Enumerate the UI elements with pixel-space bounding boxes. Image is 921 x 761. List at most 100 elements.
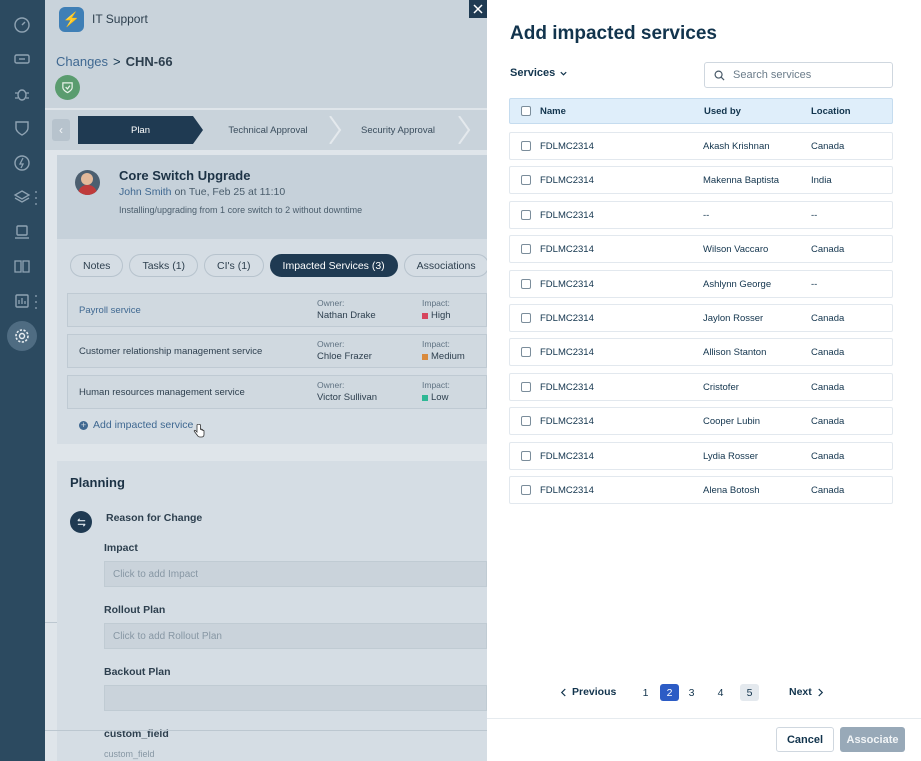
service-impact: Medium: [422, 351, 465, 362]
impact-field-label: Impact: [104, 542, 138, 554]
impact-value: High: [431, 310, 451, 321]
requester-link[interactable]: John Smith: [119, 186, 172, 198]
next-page-button[interactable]: Next: [789, 686, 824, 698]
cancel-button[interactable]: Cancel: [776, 727, 834, 752]
row-checkbox[interactable]: [521, 141, 531, 151]
search-input[interactable]: [733, 69, 883, 81]
column-location[interactable]: Location: [811, 106, 851, 117]
table-row[interactable]: FDLMC2314 Wilson Vaccaro Canada: [509, 235, 893, 263]
search-box: [704, 62, 893, 88]
reason-for-change-heading: Reason for Change: [106, 512, 203, 524]
used-by-cell: Alena Botosh: [703, 485, 760, 496]
tab-associations[interactable]: Associations: [403, 254, 487, 277]
column-name[interactable]: Name: [540, 106, 566, 117]
tickets-icon[interactable]: [12, 49, 32, 69]
rollout-plan-label: Rollout Plan: [104, 604, 166, 616]
layers-icon[interactable]: [12, 187, 32, 207]
tab-cis[interactable]: CI's (1): [204, 254, 264, 277]
close-icon: [473, 4, 483, 14]
table-row[interactable]: FDLMC2314 Allison Stanton Canada: [509, 338, 893, 366]
tab-tasks[interactable]: Tasks (1): [129, 254, 199, 277]
nav-active-indicator: [7, 321, 37, 351]
associate-button[interactable]: Associate: [840, 727, 905, 752]
table-row[interactable]: FDLMC2314 Lydia Rosser Canada: [509, 442, 893, 470]
reports-icon[interactable]: [12, 291, 32, 311]
settings-icon[interactable]: [12, 326, 32, 346]
used-by-cell: Akash Krishnan: [703, 141, 770, 152]
table-header: Name Used by Location: [509, 98, 893, 124]
table-row[interactable]: FDLMC2314 -- --: [509, 201, 893, 229]
location-cell: --: [811, 210, 818, 221]
row-checkbox[interactable]: [521, 451, 531, 461]
table-row[interactable]: FDLMC2314 Makenna Baptista India: [509, 166, 893, 194]
service-name[interactable]: Customer relationship management service: [79, 346, 263, 357]
service-name-link[interactable]: Payroll service: [79, 305, 141, 316]
stepper-prev-button[interactable]: ‹: [52, 119, 70, 141]
page-2-button[interactable]: 2: [660, 684, 679, 701]
row-checkbox[interactable]: [521, 244, 531, 254]
services-filter-label: Services: [510, 67, 556, 79]
assets-icon[interactable]: [12, 222, 32, 242]
table-row[interactable]: FDLMC2314 Ashlynn George --: [509, 270, 893, 298]
step-security-approval[interactable]: Security Approval: [333, 116, 463, 144]
dashboard-icon[interactable]: [12, 15, 32, 35]
next-label: Next: [789, 686, 812, 698]
rollout-plan-field[interactable]: Click to add Rollout Plan: [104, 623, 487, 649]
column-used-by[interactable]: Used by: [704, 106, 741, 117]
tab-notes[interactable]: Notes: [70, 254, 124, 277]
used-by-cell: Allison Stanton: [703, 347, 767, 358]
drawer-title: Add impacted services: [510, 23, 717, 44]
impact-label: Impact:: [422, 339, 450, 349]
table-row[interactable]: FDLMC2314 Alena Botosh Canada: [509, 476, 893, 504]
location-cell: --: [811, 279, 818, 290]
app-title: IT Support: [92, 12, 148, 26]
page-4-button[interactable]: 4: [717, 686, 724, 699]
location-cell: Canada: [811, 141, 845, 152]
custom-field-value[interactable]: custom_field: [104, 749, 155, 759]
add-impacted-service-link[interactable]: + Add impacted service: [79, 419, 193, 431]
row-checkbox[interactable]: [521, 313, 531, 323]
step-plan[interactable]: Plan: [78, 116, 203, 144]
location-cell: India: [811, 175, 832, 186]
row-checkbox[interactable]: [521, 382, 531, 392]
book-icon[interactable]: [12, 256, 32, 276]
location-cell: Canada: [811, 416, 845, 427]
service-name[interactable]: Human resources management service: [79, 387, 245, 398]
select-all-checkbox[interactable]: [521, 106, 531, 116]
breadcrumb-changes-link[interactable]: Changes: [56, 54, 109, 69]
row-checkbox[interactable]: [521, 347, 531, 357]
previous-page-button[interactable]: Previous: [560, 686, 616, 698]
step-technical-approval[interactable]: Technical Approval: [203, 116, 333, 144]
service-row: Human resources management service Owner…: [67, 375, 487, 409]
tabs-panel: Notes Tasks (1) CI's (1) Impacted Servic…: [57, 239, 487, 444]
row-checkbox[interactable]: [521, 485, 531, 495]
row-checkbox[interactable]: [521, 175, 531, 185]
close-drawer-button[interactable]: [469, 0, 487, 18]
change-type-icon: [55, 75, 80, 100]
impact-field[interactable]: Click to add Impact: [104, 561, 487, 587]
drawer-footer: Cancel Associate: [487, 718, 921, 761]
impact-label: Impact:: [422, 380, 450, 390]
row-checkbox[interactable]: [521, 416, 531, 426]
table-row[interactable]: FDLMC2314 Akash Krishnan Canada: [509, 132, 893, 160]
page-1-button[interactable]: 1: [642, 686, 649, 699]
reports-more-icon[interactable]: [34, 295, 38, 309]
layers-more-icon[interactable]: [34, 191, 38, 205]
table-row[interactable]: FDLMC2314 Cristofer Canada: [509, 373, 893, 401]
row-checkbox[interactable]: [521, 279, 531, 289]
used-by-cell: Cooper Lubin: [703, 416, 761, 427]
shield-icon[interactable]: [12, 118, 32, 138]
bolt-icon[interactable]: [12, 153, 32, 173]
impact-label: Impact:: [422, 298, 450, 308]
table-row[interactable]: FDLMC2314 Jaylon Rosser Canada: [509, 304, 893, 332]
tab-impacted-services[interactable]: Impacted Services (3): [269, 254, 398, 277]
page-5-button[interactable]: 5: [740, 684, 759, 701]
services-filter-dropdown[interactable]: Services: [510, 67, 568, 79]
page-3-button[interactable]: 3: [688, 686, 695, 699]
bug-icon[interactable]: [12, 84, 32, 104]
table-row[interactable]: FDLMC2314 Cooper Lubin Canada: [509, 407, 893, 435]
row-checkbox[interactable]: [521, 210, 531, 220]
swap-arrows-icon: [70, 511, 92, 533]
change-description: Installing/upgrading from 1 core switch …: [119, 205, 363, 215]
backout-plan-field[interactable]: [104, 685, 487, 711]
